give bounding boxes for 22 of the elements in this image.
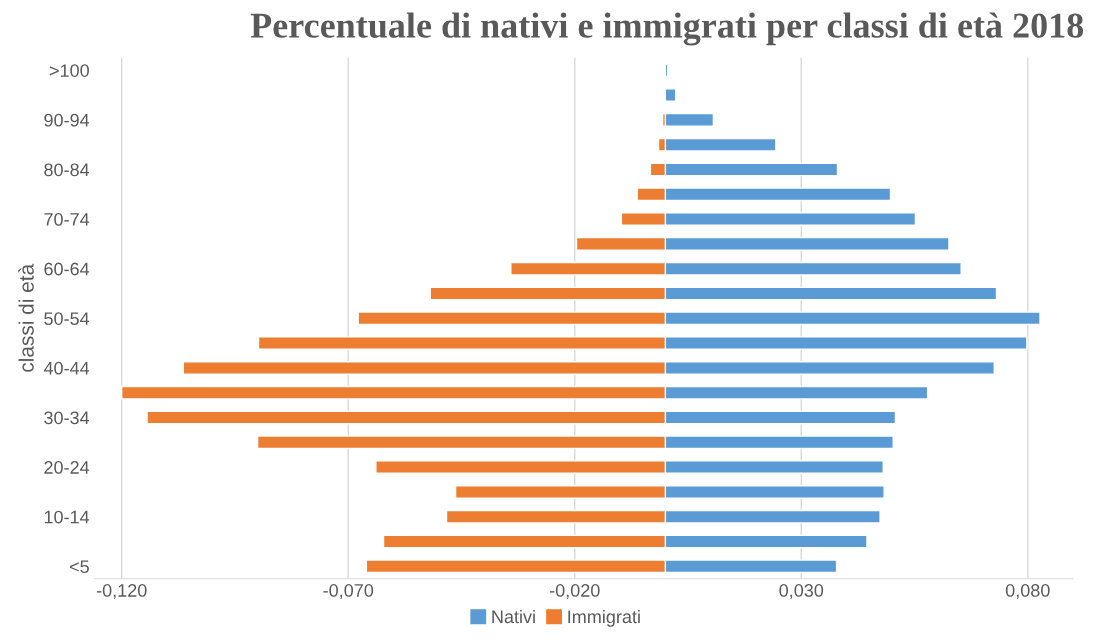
y-tick-label: 20-24 (44, 461, 90, 474)
legend-label: Nativi (492, 609, 535, 624)
legend-label: Immigrati (568, 609, 640, 627)
y-tick-label: >100 (49, 64, 89, 77)
y-axis-title: classi di età (18, 263, 34, 372)
x-tick-label: 0,080 (1005, 584, 1050, 599)
x-tick-label: 0,030 (779, 584, 824, 599)
bar (664, 88, 677, 102)
y-tick-label: 30-34 (44, 411, 90, 425)
y-tick-label: 70-74 (44, 213, 90, 226)
chart-title: Percentuale di nativi e immigrati per classi di età 2018 (250, 12, 1084, 46)
y-tick-label: <5 (69, 560, 89, 574)
x-tick-label: -0,070 (323, 584, 374, 599)
y-tick-label: 90-94 (44, 113, 90, 127)
y-tick-label: 40-44 (43, 361, 90, 375)
x-tick-label: -0,120 (96, 584, 147, 599)
y-tick-label: 10-14 (44, 510, 90, 524)
y-tick-label: 60-64 (44, 262, 90, 276)
bar (664, 112, 715, 127)
y-tick-label: 80-84 (44, 163, 90, 177)
y-tick-label: 50-54 (44, 312, 90, 326)
x-tick-label: -0,020 (549, 584, 600, 599)
